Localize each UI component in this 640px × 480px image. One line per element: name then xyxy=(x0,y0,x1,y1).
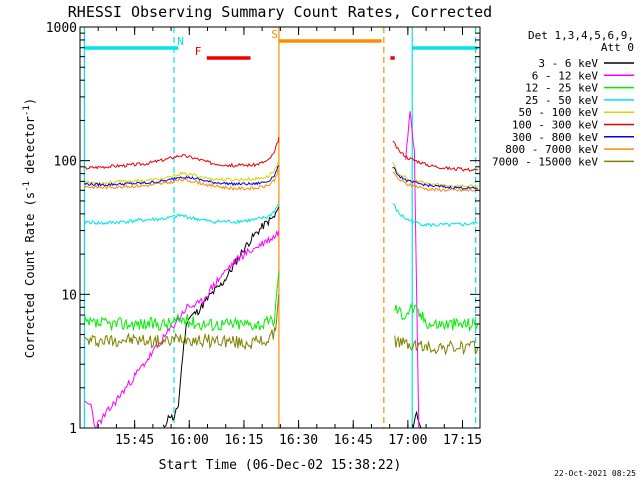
chart-title: RHESSI Observing Summary Count Rates, Co… xyxy=(68,3,492,21)
y-axis-label-sup1: -1 xyxy=(22,181,32,192)
x-axis-label: Start Time (06-Dec-02 15:38:22) xyxy=(159,458,402,473)
series-line-8 xyxy=(83,169,479,193)
axes: 15:45 16:00 16:15 16:30 16:45 17:00 17:15 1 10 10… xyxy=(46,21,482,448)
legend-label: 800 - 7000 keV xyxy=(505,143,598,156)
series-line-9 xyxy=(84,294,479,356)
y-axis-label: Corrected Count Rate (s-1 detector-1) xyxy=(22,98,37,358)
y-tick-label: 10 xyxy=(61,288,77,303)
series-line-3 xyxy=(83,270,479,333)
y-tick-label: 1 xyxy=(69,422,77,437)
legend-label: 300 - 800 keV xyxy=(512,131,598,144)
flag-label: N xyxy=(177,35,184,48)
flag-label: F xyxy=(195,45,202,58)
x-tick-label: 17:15 xyxy=(443,433,482,448)
flag-label: S xyxy=(271,28,278,41)
series-line-2 xyxy=(84,111,420,428)
x-tick-label: 16:30 xyxy=(279,433,318,448)
y-axis-label-sup2: -1 xyxy=(22,105,32,116)
timestamp: 22-Oct-2021 08:25 xyxy=(554,469,636,478)
mode-change-lines xyxy=(83,27,477,428)
y-tick-label: 100 xyxy=(54,155,77,170)
legend-label: 25 - 50 keV xyxy=(525,94,598,107)
series-line-1 xyxy=(162,206,422,428)
y-axis-label-end: ) xyxy=(23,98,37,105)
legend-label: 3 - 6 keV xyxy=(538,57,598,70)
series-line-5 xyxy=(83,160,479,190)
legend-label: 100 - 300 keV xyxy=(512,119,598,132)
series-line-6 xyxy=(84,137,479,172)
legend-label: 12 - 25 keV xyxy=(525,82,598,95)
legend-label: 6 - 12 keV xyxy=(532,69,599,82)
series-line-7 xyxy=(84,165,478,190)
series-layer xyxy=(83,111,479,428)
attenuator-flags: NF S xyxy=(84,28,478,60)
y-tick-label: 1000 xyxy=(46,21,77,36)
x-tick-label: 17:00 xyxy=(388,433,427,448)
legend-label: 50 - 100 keV xyxy=(519,106,599,119)
y-axis-label-mid: detector xyxy=(23,116,37,181)
series-line-4 xyxy=(83,203,478,228)
legend-header-line-1: Det 1,3,4,5,6,9, xyxy=(528,29,634,42)
x-tick-label: 16:00 xyxy=(170,433,209,448)
x-tick-label: 16:15 xyxy=(224,433,263,448)
x-tick-label: 15:45 xyxy=(115,433,154,448)
legend-label: 7000 - 15000 keV xyxy=(492,155,598,168)
y-axis-label-main: Corrected Count Rate (s xyxy=(23,192,37,358)
x-tick-label: 16:45 xyxy=(334,433,373,448)
legend-header-line-2: Att 0 xyxy=(601,41,634,54)
